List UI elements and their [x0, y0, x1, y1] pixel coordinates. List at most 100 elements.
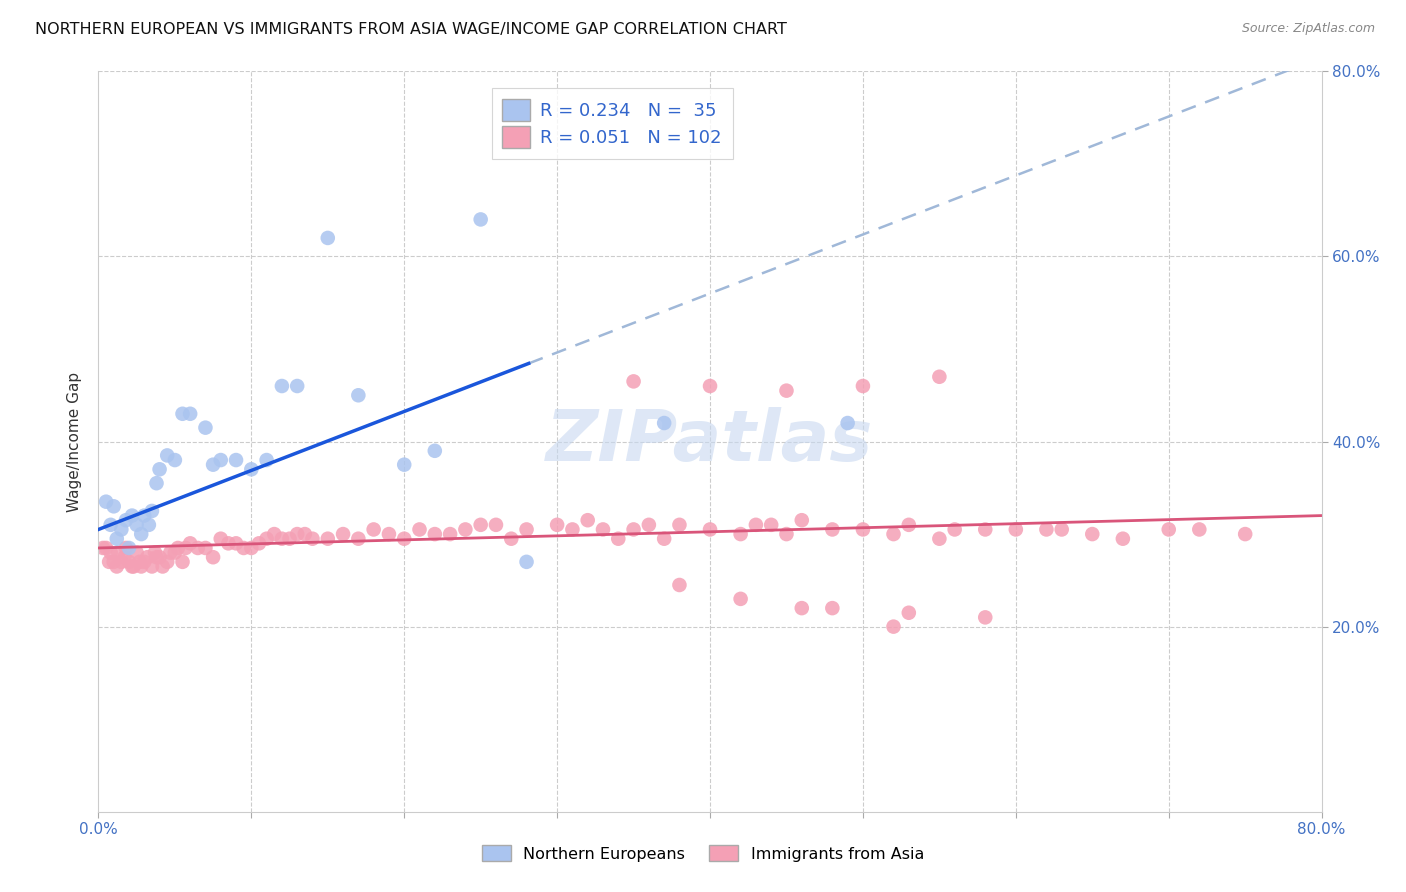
Point: [122, 559, 145, 574]
Point: [470, 517, 492, 532]
Point: [91, 541, 114, 555]
Point: [167, 541, 190, 555]
Point: [883, 619, 905, 633]
Point: [94, 494, 117, 508]
Point: [668, 578, 690, 592]
Point: [225, 453, 247, 467]
Point: [156, 449, 179, 463]
Point: [454, 523, 477, 537]
Point: [172, 555, 194, 569]
Point: [217, 536, 239, 550]
Point: [1188, 523, 1211, 537]
Point: [730, 527, 752, 541]
Point: [347, 388, 370, 402]
Point: [775, 384, 797, 398]
Y-axis label: Wage/Income Gap: Wage/Income Gap: [67, 371, 83, 512]
Point: [347, 532, 370, 546]
Point: [121, 559, 143, 574]
Point: [94, 541, 117, 555]
Text: ZIPatlas: ZIPatlas: [547, 407, 873, 476]
Point: [125, 517, 148, 532]
Point: [138, 517, 160, 532]
Point: [141, 559, 163, 574]
Point: [637, 517, 661, 532]
Point: [837, 416, 859, 430]
Point: [592, 523, 614, 537]
Point: [1050, 523, 1073, 537]
Point: [103, 555, 125, 569]
Point: [172, 407, 194, 421]
Point: [187, 541, 209, 555]
Point: [852, 523, 875, 537]
Point: [152, 559, 174, 574]
Point: [943, 523, 966, 537]
Point: [232, 541, 254, 555]
Point: [974, 523, 997, 537]
Point: [974, 610, 997, 624]
Point: [105, 559, 128, 574]
Point: [156, 555, 179, 569]
Point: [485, 517, 508, 532]
Point: [112, 550, 135, 565]
Point: [316, 532, 339, 546]
Point: [194, 420, 217, 434]
Point: [821, 523, 844, 537]
Point: [897, 517, 920, 532]
Point: [652, 416, 675, 430]
Point: [790, 513, 813, 527]
Text: Source: ZipAtlas.com: Source: ZipAtlas.com: [1241, 22, 1375, 36]
Point: [516, 555, 538, 569]
Point: [392, 532, 416, 546]
Point: [278, 532, 301, 546]
Point: [149, 550, 172, 565]
Point: [240, 541, 263, 555]
Point: [118, 541, 141, 555]
Point: [423, 443, 446, 458]
Point: [821, 601, 844, 615]
Point: [256, 453, 278, 467]
Point: [115, 541, 138, 555]
Point: [745, 517, 768, 532]
Point: [159, 545, 181, 560]
Point: [363, 523, 385, 537]
Point: [247, 536, 270, 550]
Point: [240, 462, 263, 476]
Point: [163, 453, 186, 467]
Point: [623, 375, 645, 389]
Point: [225, 536, 247, 550]
Point: [790, 601, 813, 615]
Point: [263, 527, 285, 541]
Point: [209, 453, 232, 467]
Point: [1004, 523, 1026, 537]
Point: [129, 559, 152, 574]
Point: [501, 532, 523, 546]
Point: [194, 541, 217, 555]
Point: [134, 508, 156, 523]
Point: [378, 527, 401, 541]
Point: [623, 523, 645, 537]
Point: [270, 379, 292, 393]
Point: [699, 523, 721, 537]
Point: [209, 532, 232, 546]
Point: [423, 527, 446, 541]
Point: [179, 536, 201, 550]
Point: [134, 555, 156, 569]
Point: [294, 527, 316, 541]
Point: [285, 379, 308, 393]
Point: [145, 476, 167, 491]
Point: [110, 523, 132, 537]
Point: [179, 407, 201, 421]
Point: [105, 532, 128, 546]
Point: [202, 550, 225, 565]
Point: [775, 527, 797, 541]
Point: [136, 550, 159, 565]
Point: [103, 500, 125, 514]
Point: [332, 527, 354, 541]
Point: [270, 532, 292, 546]
Point: [1035, 523, 1057, 537]
Point: [392, 458, 416, 472]
Point: [100, 517, 122, 532]
Point: [546, 517, 568, 532]
Point: [256, 532, 278, 546]
Point: [561, 523, 583, 537]
